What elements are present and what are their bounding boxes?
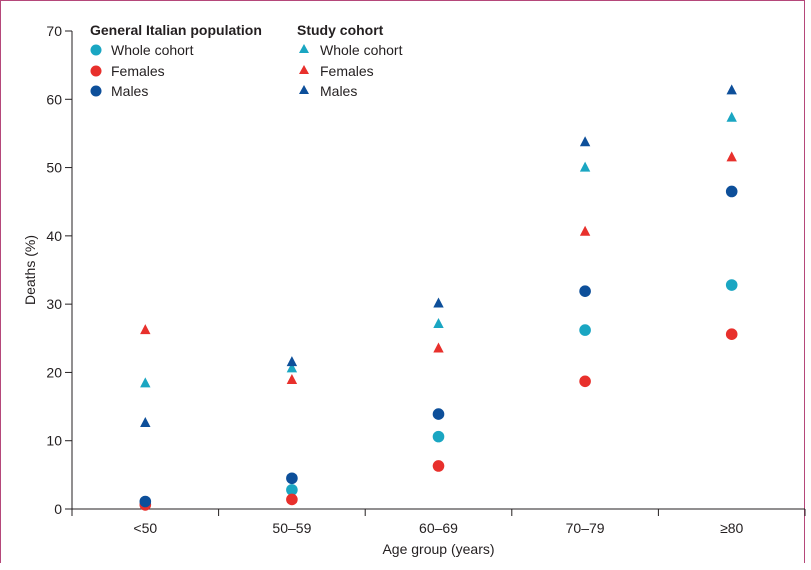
legend-label-study-females: Females <box>320 63 374 79</box>
x-tick-label: 70–79 <box>566 520 605 536</box>
point-general-males-2 <box>432 408 445 420</box>
y-tick-label: 70 <box>46 23 62 39</box>
point-study-whole-cohort-4 <box>726 111 737 122</box>
y-tick-label: 20 <box>46 364 62 380</box>
legend-marker-general-females <box>90 65 102 77</box>
point-general-whole-cohort-1 <box>286 484 298 496</box>
point-general-males-4 <box>725 185 738 198</box>
legend-marker-general-males <box>90 85 102 97</box>
point-study-males-2 <box>433 297 444 308</box>
point-study-males-3 <box>579 136 591 147</box>
point-study-whole-cohort-3 <box>579 161 591 172</box>
point-study-males-1 <box>286 356 298 367</box>
y-ticks: 0 10 20 30 40 50 60 70 <box>46 23 72 517</box>
x-tick-label: ≥80 <box>720 520 743 536</box>
legend: General Italian population Study cohort … <box>90 22 403 99</box>
x-axis-title: Age group (years) <box>382 541 494 557</box>
legend-title-study-cohort: Study cohort <box>297 22 384 38</box>
point-study-females-2 <box>433 342 444 353</box>
point-study-whole-cohort-0 <box>140 377 151 388</box>
legend-label-study-males: Males <box>320 83 357 99</box>
y-tick-label: 0 <box>54 501 62 517</box>
legend-label-general-males: Males <box>111 83 148 99</box>
point-study-females-0 <box>140 324 151 335</box>
point-general-females-4 <box>725 328 738 340</box>
point-general-whole-cohort-2 <box>432 430 445 443</box>
point-study-whole-cohort-2 <box>433 317 444 328</box>
point-study-females-3 <box>579 225 591 236</box>
point-study-females-4 <box>726 151 737 162</box>
point-general-females-3 <box>579 375 591 388</box>
legend-marker-study-whole <box>299 44 309 53</box>
legend-label-general-females: Females <box>111 63 165 79</box>
y-axis-title: Deaths (%) <box>22 235 38 305</box>
point-study-whole-cohort-1 <box>286 362 298 373</box>
point-study-females-1 <box>286 373 298 384</box>
point-general-females-1 <box>286 493 298 506</box>
legend-title-general-population: General Italian population <box>90 22 262 38</box>
point-general-males-3 <box>579 285 591 297</box>
y-tick-label: 10 <box>46 433 62 449</box>
legend-marker-general-whole <box>90 44 102 56</box>
legend-label-general-whole: Whole cohort <box>111 42 194 58</box>
point-general-males-0 <box>139 495 152 508</box>
point-study-males-4 <box>726 84 737 95</box>
data-points <box>139 84 738 511</box>
point-general-males-1 <box>286 472 298 485</box>
legend-marker-study-females <box>299 65 309 74</box>
y-tick-label: 60 <box>46 91 62 107</box>
x-ticks: <50 50–59 60–69 70–79 ≥80 <box>71 509 806 536</box>
x-tick-label: 60–69 <box>419 520 458 536</box>
x-tick-label: 50–59 <box>272 520 311 536</box>
point-study-males-0 <box>140 416 151 427</box>
y-tick-label: 30 <box>46 296 62 312</box>
axes <box>71 31 805 510</box>
point-general-females-2 <box>432 460 445 472</box>
y-tick-label: 40 <box>46 228 62 244</box>
point-general-whole-cohort-4 <box>725 279 738 291</box>
legend-label-study-whole: Whole cohort <box>320 42 403 58</box>
legend-marker-study-males <box>299 85 309 94</box>
x-tick-label: <50 <box>133 520 157 536</box>
point-general-whole-cohort-3 <box>579 324 591 336</box>
y-tick-label: 50 <box>46 160 62 176</box>
